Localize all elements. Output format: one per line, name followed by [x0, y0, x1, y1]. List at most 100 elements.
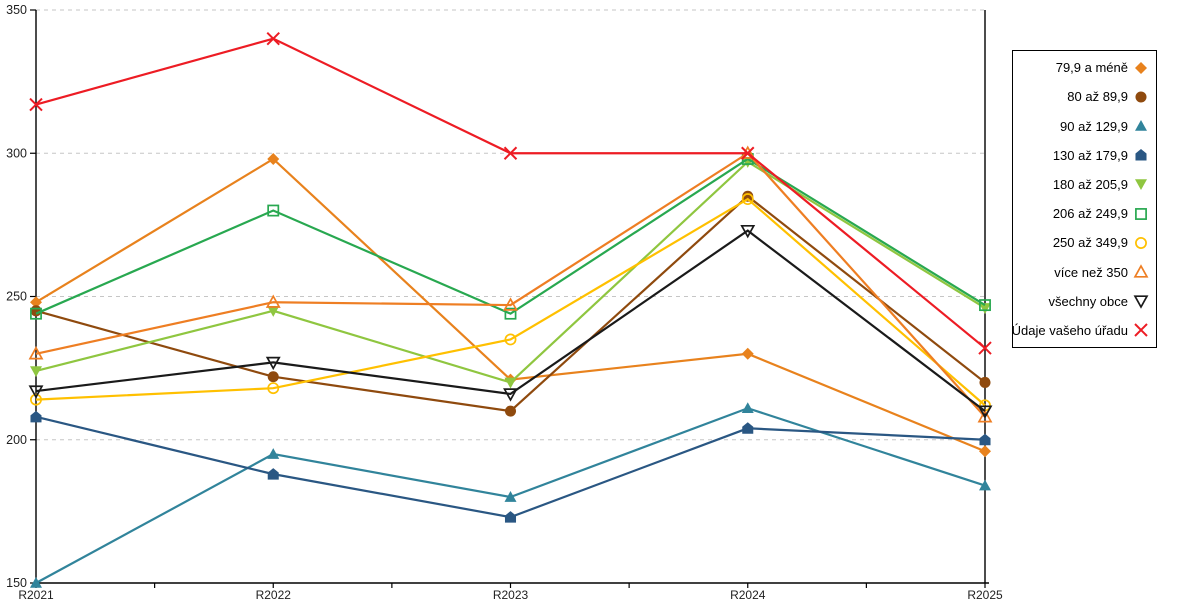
- data-point-marker[interactable]: [504, 511, 517, 523]
- data-point-marker[interactable]: [977, 409, 993, 423]
- x-axis-tick-label: R2023: [493, 588, 529, 600]
- data-point-marker[interactable]: [30, 410, 42, 423]
- data-point-marker[interactable]: [503, 388, 518, 402]
- data-point-marker[interactable]: [28, 385, 44, 399]
- legend-item[interactable]: 79,9 a méně: [1013, 53, 1156, 82]
- data-point-marker[interactable]: [979, 433, 991, 446]
- data-point-marker[interactable]: [503, 146, 518, 160]
- data-point-marker[interactable]: [741, 402, 754, 414]
- legend-marker-icon: [1133, 264, 1149, 280]
- legend-item[interactable]: 130 až 179,9: [1013, 141, 1156, 170]
- legend-marker-icon: [1133, 293, 1149, 309]
- legend-item[interactable]: Údaje vašeho úřadu: [1011, 316, 1156, 345]
- legend-item-label: 90 až 129,9: [1060, 118, 1128, 134]
- legend-item-label: všechny obce: [1048, 293, 1129, 309]
- series-line[interactable]: [35, 197, 986, 407]
- data-point-marker[interactable]: [30, 393, 42, 406]
- data-point-marker[interactable]: [503, 297, 518, 311]
- data-point-marker[interactable]: [30, 577, 42, 588]
- legend-item[interactable]: více než 350: [1013, 257, 1156, 286]
- legend-marker-icon: [1133, 322, 1149, 338]
- legend-item[interactable]: 80 až 89,9: [1013, 82, 1156, 111]
- series-3[interactable]: [30, 402, 991, 588]
- series-9[interactable]: [28, 224, 993, 419]
- data-point-marker[interactable]: [265, 356, 281, 371]
- legend-marker-icon: [1133, 118, 1149, 134]
- legend-item-label: 80 až 89,9: [1067, 89, 1128, 105]
- data-point-marker[interactable]: [504, 491, 517, 502]
- data-point-marker[interactable]: [504, 377, 517, 389]
- data-point-marker[interactable]: [267, 306, 280, 317]
- data-point-marker[interactable]: [267, 468, 279, 480]
- series-6[interactable]: [30, 153, 991, 320]
- legend-item[interactable]: 180 až 205,9: [1013, 170, 1156, 199]
- legend-item[interactable]: všechny obce: [1013, 287, 1156, 316]
- series-4[interactable]: [30, 410, 991, 523]
- data-point-marker[interactable]: [266, 31, 280, 46]
- legend-item-label: Údaje vašeho úřadu: [1011, 322, 1128, 338]
- series-10[interactable]: [29, 31, 992, 355]
- y-axis-tick-label: 150: [6, 576, 27, 590]
- y-axis-tick-label: 300: [6, 146, 27, 160]
- legend-item-label: 180 až 205,9: [1052, 176, 1128, 192]
- legend-item-label: 250 až 349,9: [1052, 235, 1128, 251]
- data-point-marker[interactable]: [740, 224, 756, 239]
- y-axis-tick-label: 200: [6, 433, 27, 447]
- y-axis-tick-label: 250: [6, 290, 27, 304]
- data-point-marker[interactable]: [978, 341, 992, 355]
- data-point-marker[interactable]: [267, 448, 280, 459]
- data-point-marker[interactable]: [504, 405, 517, 417]
- series-7[interactable]: [30, 193, 991, 412]
- data-point-marker[interactable]: [979, 376, 991, 388]
- legend-item-label: 130 až 179,9: [1052, 147, 1128, 163]
- series-line[interactable]: [35, 157, 986, 315]
- legend-marker-icon: [1133, 206, 1149, 222]
- series-5[interactable]: [30, 157, 991, 389]
- data-point-marker[interactable]: [28, 346, 44, 360]
- series-line[interactable]: [35, 229, 986, 412]
- legend-item-label: 79,9 a méně: [1055, 60, 1128, 76]
- legend-item[interactable]: 206 až 249,9: [1013, 199, 1156, 228]
- series-line[interactable]: [35, 415, 986, 519]
- data-point-marker[interactable]: [267, 152, 280, 165]
- data-point-marker[interactable]: [267, 204, 280, 217]
- legend-marker-icon: [1133, 147, 1149, 163]
- legend-item[interactable]: 250 až 349,9: [1013, 228, 1156, 257]
- legend-marker-icon: [1133, 176, 1149, 192]
- axis-labels: 150 200 250 300 350 R2021 R2022 R2023 R2024 R2025: [6, 3, 1003, 602]
- data-point-marker[interactable]: [741, 347, 754, 360]
- legend-item[interactable]: 90 až 129,9: [1013, 111, 1156, 140]
- x-axis-tick-label: R2025: [967, 588, 1003, 600]
- legend-marker-icon: [1133, 60, 1149, 76]
- data-point-marker[interactable]: [979, 479, 991, 491]
- data-point-marker[interactable]: [265, 294, 281, 308]
- data-point-marker[interactable]: [742, 190, 754, 202]
- data-point-marker[interactable]: [741, 146, 755, 160]
- data-point-marker[interactable]: [979, 303, 991, 314]
- legend-item-label: 206 až 249,9: [1052, 206, 1128, 222]
- data-point-marker[interactable]: [742, 422, 754, 434]
- data-point-marker[interactable]: [979, 299, 991, 312]
- legend-marker-icon: [1133, 235, 1149, 251]
- x-axis-tick-label: R2022: [256, 588, 292, 600]
- data-point-marker[interactable]: [30, 366, 42, 377]
- data-point-marker[interactable]: [504, 307, 517, 320]
- data-point-marker[interactable]: [267, 382, 280, 395]
- data-point-marker[interactable]: [30, 296, 42, 309]
- data-point-marker[interactable]: [741, 193, 754, 206]
- data-point-marker[interactable]: [504, 333, 517, 346]
- series-8[interactable]: [28, 145, 993, 423]
- data-point-marker[interactable]: [979, 445, 991, 458]
- series-line[interactable]: [35, 151, 986, 418]
- legend-box: 79,9 a méně 80 až 89,9 90 až 129,9 130 až 1…: [1012, 50, 1157, 348]
- data-point-marker[interactable]: [30, 307, 42, 320]
- data-point-marker[interactable]: [29, 97, 43, 112]
- data-point-marker[interactable]: [267, 371, 279, 383]
- y-axis-tick-label: 350: [6, 3, 27, 17]
- x-axis-tick-label: R2024: [730, 588, 766, 600]
- data-point-marker[interactable]: [977, 405, 993, 419]
- legend-item-label: více než 350: [1054, 264, 1128, 280]
- x-axis-tick-label: R2021: [18, 588, 54, 600]
